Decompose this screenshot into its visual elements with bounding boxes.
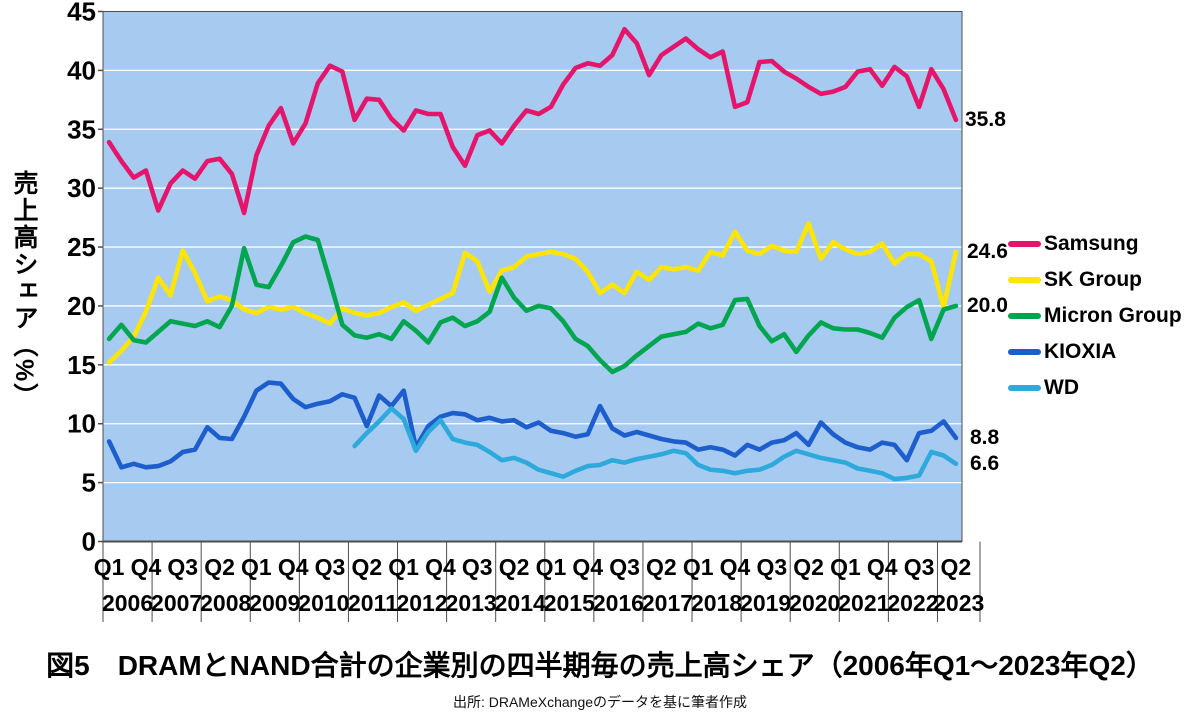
x-quarter-label-15: Q4 — [278, 554, 309, 580]
x-quarter-label-6: Q3 — [167, 554, 198, 580]
series-line-micron-group — [106, 234, 959, 375]
plot-background — [103, 11, 962, 542]
y-tick-label-5: 5 — [82, 468, 96, 498]
legend-item-sk-group: SK Group — [1008, 268, 1142, 292]
x-year-label-2015: 2015 — [544, 590, 595, 616]
x-quarter-label-51: Q4 — [720, 554, 751, 580]
y-tick-label-25: 25 — [67, 232, 96, 262]
legend-item-samsung: Samsung — [1008, 232, 1139, 256]
x-year-label-2006: 2006 — [102, 590, 153, 616]
legend-item-wd: WD — [1008, 376, 1079, 400]
series-line-samsung — [106, 26, 959, 216]
legend-label-samsung: Samsung — [1044, 232, 1139, 255]
x-year-label-2014: 2014 — [495, 590, 546, 616]
y-tick-label-20: 20 — [67, 291, 96, 321]
x-year-label-2020: 2020 — [789, 590, 840, 616]
x-quarter-label-30: Q3 — [462, 554, 493, 580]
x-year-label-2017: 2017 — [642, 590, 693, 616]
x-year-label-2018: 2018 — [691, 590, 742, 616]
y-tick-label-45: 45 — [67, 0, 96, 27]
x-quarter-label-27: Q4 — [425, 554, 456, 580]
x-year-label-2008: 2008 — [200, 590, 251, 616]
y-tick-label-40: 40 — [67, 55, 96, 85]
legend-swatch-samsung — [1008, 241, 1041, 247]
legend-label-micron-group: Micron Group — [1044, 304, 1182, 327]
figure-source: 出所: DRAMeXchangeのデータを基に筆者作成 — [452, 694, 748, 710]
x-year-label-2016: 2016 — [593, 590, 644, 616]
y-axis-title: 売上高シェア（%） — [10, 170, 38, 411]
end-value-samsung: 35.8 — [965, 108, 1006, 131]
x-quarter-label-33: Q2 — [499, 554, 530, 580]
x-quarter-label-48: Q1 — [683, 554, 714, 580]
legend-label-wd: WD — [1044, 376, 1079, 399]
x-year-label-2019: 2019 — [740, 590, 791, 616]
legend-item-kioxia: KIOXIA — [1008, 340, 1116, 364]
x-year-label-2023: 2023 — [933, 590, 984, 616]
y-tick-label-30: 30 — [67, 173, 96, 203]
x-year-label-2021: 2021 — [838, 590, 889, 616]
x-year-label-2013: 2013 — [446, 590, 497, 616]
legend-swatch-kioxia — [1008, 349, 1041, 355]
end-value-kioxia: 8.8 — [970, 426, 1000, 449]
end-value-wd: 6.6 — [970, 452, 1000, 475]
x-quarter-label-60: Q1 — [830, 554, 861, 580]
figure-title: 図5 DRAMとNAND合計の企業別の四半期毎の売上高シェア（2006年Q1～2… — [46, 650, 1154, 681]
series-line-kioxia — [106, 380, 959, 470]
x-quarter-label-57: Q2 — [793, 554, 824, 580]
x-quarter-label-66: Q3 — [904, 554, 935, 580]
x-year-label-2007: 2007 — [151, 590, 202, 616]
x-quarter-label-45: Q2 — [646, 554, 677, 580]
x-year-label-2012: 2012 — [396, 590, 447, 616]
end-value-micron-group: 20.0 — [967, 294, 1008, 317]
x-year-label-2010: 2010 — [298, 590, 349, 616]
x-quarter-label-36: Q1 — [536, 554, 567, 580]
legend-label-kioxia: KIOXIA — [1044, 340, 1117, 363]
x-quarter-label-0: Q1 — [94, 554, 125, 580]
legend-swatch-micron-group — [1008, 313, 1041, 319]
x-quarter-label-69: Q2 — [941, 554, 972, 580]
x-quarter-label-3: Q4 — [131, 554, 162, 580]
x-quarter-label-21: Q2 — [351, 554, 382, 580]
x-quarter-label-39: Q4 — [572, 554, 603, 580]
series-line-wd — [352, 406, 959, 482]
legend-swatch-wd — [1008, 385, 1041, 391]
y-tick-label-10: 10 — [67, 409, 96, 439]
x-quarter-label-9: Q2 — [204, 554, 235, 580]
x-quarter-label-42: Q3 — [609, 554, 640, 580]
x-quarter-label-54: Q3 — [756, 554, 787, 580]
x-quarter-label-24: Q1 — [388, 554, 419, 580]
x-quarter-label-63: Q4 — [867, 554, 898, 580]
y-tick-label-0: 0 — [82, 527, 96, 557]
x-quarter-label-18: Q3 — [315, 554, 346, 580]
legend-item-micron-group: Micron Group — [1008, 304, 1182, 328]
y-tick-label-15: 15 — [67, 350, 96, 380]
y-tick-label-35: 35 — [67, 114, 96, 144]
x-year-label-2009: 2009 — [249, 590, 300, 616]
series-line-sk-group — [106, 221, 959, 365]
legend-swatch-sk-group — [1008, 277, 1041, 283]
x-quarter-label-12: Q1 — [241, 554, 272, 580]
legend-label-sk-group: SK Group — [1044, 268, 1142, 291]
x-year-label-2011: 2011 — [348, 590, 398, 616]
x-year-label-2022: 2022 — [887, 590, 938, 616]
end-value-sk-group: 24.6 — [967, 240, 1008, 263]
